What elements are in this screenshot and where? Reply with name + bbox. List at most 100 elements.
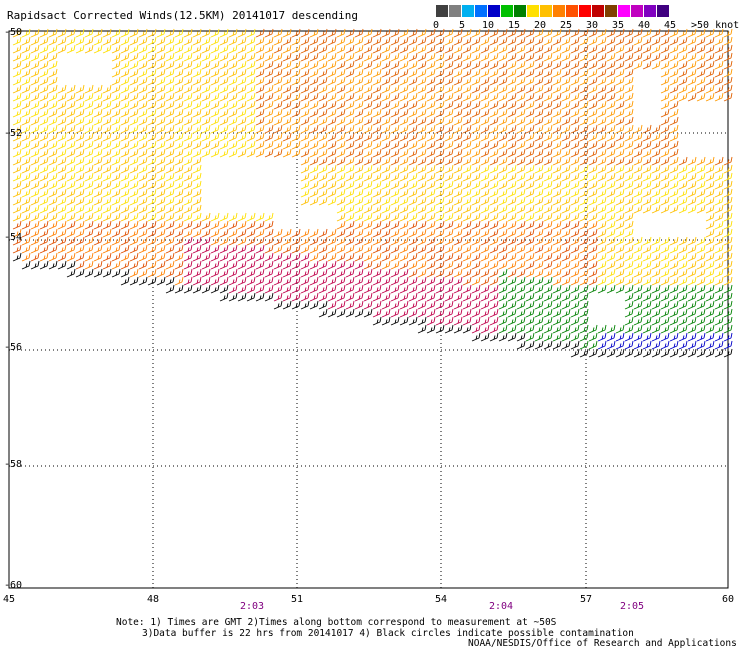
wind-barb: [57, 28, 67, 38]
wind-barb: [489, 84, 499, 94]
wind-barb: [678, 28, 688, 38]
wind-barb: [696, 28, 706, 38]
wind-barb: [354, 260, 364, 270]
wind-barb: [201, 220, 211, 230]
wind-barb: [345, 36, 355, 46]
wind-barb: [552, 156, 562, 166]
wind-barb: [633, 60, 643, 70]
wind-barb: [165, 132, 175, 142]
wind-barb: [228, 276, 238, 286]
wind-barb: [588, 244, 598, 254]
wind-barb: [309, 188, 319, 198]
wind-barb: [705, 156, 715, 166]
wind-barb: [426, 68, 436, 78]
wind-barb: [327, 28, 337, 38]
wind-barb: [651, 44, 661, 54]
wind-barb: [327, 268, 337, 278]
wind-barb: [534, 92, 544, 102]
wind-barb: [696, 308, 706, 318]
wind-barb: [633, 292, 643, 302]
legend-tick: 5: [458, 20, 466, 31]
wind-barb: [462, 324, 472, 334]
wind-barb: [39, 52, 49, 62]
wind-barb: [354, 172, 364, 182]
wind-barb: [48, 132, 58, 142]
wind-barb: [120, 132, 130, 142]
legend-swatch: [579, 5, 591, 17]
wind-barb: [39, 100, 49, 110]
wind-barb: [318, 116, 328, 126]
wind-barb: [615, 172, 625, 182]
wind-barb: [399, 308, 409, 318]
wind-barb: [462, 84, 472, 94]
wind-barb: [615, 228, 625, 238]
wind-barb: [165, 196, 175, 206]
wind-barb: [147, 108, 157, 118]
wind-barb: [480, 172, 490, 182]
wind-barb: [669, 76, 679, 86]
wind-barb: [237, 52, 247, 62]
wind-barb: [696, 68, 706, 78]
wind-barb: [201, 244, 211, 254]
wind-barb: [543, 92, 553, 102]
wind-barb: [606, 244, 616, 254]
wind-barb: [291, 132, 301, 142]
wind-barb: [579, 188, 589, 198]
wind-barb: [525, 148, 535, 158]
wind-barb: [84, 212, 94, 222]
wind-barb: [192, 44, 202, 54]
wind-barb: [552, 332, 562, 342]
wind-barb: [93, 148, 103, 158]
wind-barb: [300, 196, 310, 206]
wind-barb: [102, 44, 112, 54]
wind-barb: [723, 28, 733, 38]
wind-barb: [543, 324, 553, 334]
wind-barb: [723, 52, 733, 62]
wind-barb: [48, 228, 58, 238]
wind-barb: [543, 188, 553, 198]
wind-barb: [462, 316, 472, 326]
wind-barb: [318, 196, 328, 206]
lat-label: -56: [4, 342, 23, 353]
wind-barb: [669, 276, 679, 286]
wind-barb: [363, 124, 373, 134]
wind-barb: [552, 180, 562, 190]
wind-barb: [588, 284, 598, 294]
wind-barb: [30, 228, 40, 238]
wind-barb: [201, 28, 211, 38]
wind-barb: [696, 60, 706, 70]
wind-barb: [21, 132, 31, 142]
wind-barb: [354, 60, 364, 70]
wind-barb: [39, 124, 49, 134]
wind-barb: [696, 284, 706, 294]
wind-barb: [399, 164, 409, 174]
wind-barb: [66, 108, 76, 118]
wind-barb: [291, 260, 301, 270]
wind-barb: [264, 36, 274, 46]
wind-barb: [120, 188, 130, 198]
wind-barb: [381, 52, 391, 62]
wind-barb: [408, 316, 418, 326]
wind-barb: [480, 220, 490, 230]
wind-barb: [615, 332, 625, 342]
wind-barb: [408, 212, 418, 222]
wind-barb: [435, 188, 445, 198]
wind-barb: [678, 276, 688, 286]
wind-barb: [606, 172, 616, 182]
wind-barb: [579, 140, 589, 150]
wind-barb: [570, 268, 580, 278]
wind-barb: [156, 84, 166, 94]
wind-barb: [48, 188, 58, 198]
wind-barb: [237, 292, 247, 302]
wind-barb: [624, 60, 634, 70]
wind-barb: [669, 196, 679, 206]
wind-barb: [129, 180, 139, 190]
wind-barb: [129, 44, 139, 54]
wind-barb: [705, 180, 715, 190]
wind-barb: [588, 92, 598, 102]
wind-barb: [669, 180, 679, 190]
wind-barb: [669, 252, 679, 262]
wind-barb: [219, 68, 229, 78]
wind-barb: [516, 52, 526, 62]
wind-barb: [147, 260, 157, 270]
